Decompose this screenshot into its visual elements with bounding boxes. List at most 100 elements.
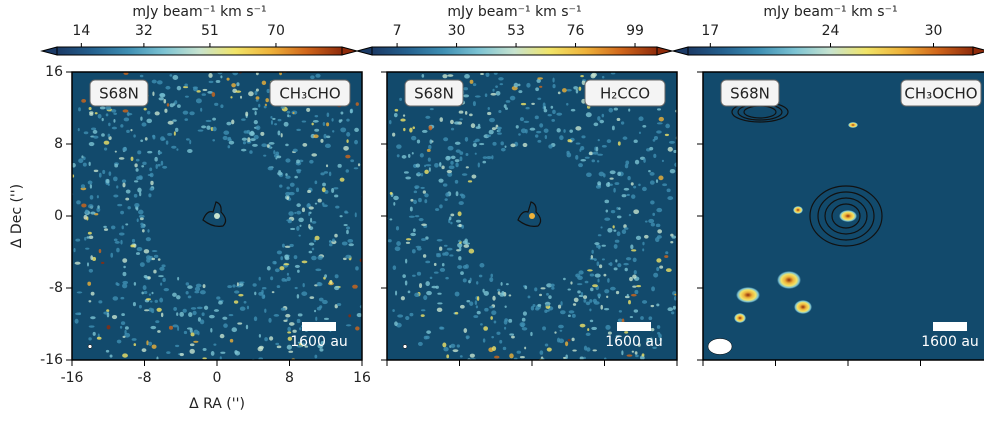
noise-speck (122, 271, 127, 277)
noise-speck (620, 121, 625, 125)
noise-speck (678, 305, 683, 308)
noise-speck (152, 91, 155, 97)
noise-speck (57, 161, 63, 164)
noise-speck (540, 287, 546, 290)
noise-speck (210, 126, 214, 132)
noise-speck (284, 254, 289, 259)
noise-speck (658, 116, 664, 122)
noise-speck (189, 139, 192, 145)
noise-speck (311, 247, 315, 251)
noise-speck (496, 126, 502, 130)
noise-speck (348, 314, 352, 318)
noise-speck (114, 163, 119, 168)
noise-speck (368, 285, 374, 288)
noise-speck (521, 317, 526, 322)
noise-speck (466, 300, 471, 303)
noise-speck (389, 218, 393, 221)
noise-speck (108, 122, 111, 127)
noise-speck (439, 117, 443, 122)
noise-speck (424, 193, 429, 198)
noise-speck (648, 316, 653, 321)
noise-speck (589, 257, 595, 261)
noise-speck (365, 305, 368, 309)
noise-speck (630, 182, 634, 186)
noise-speck (193, 329, 199, 335)
noise-speck (545, 304, 550, 307)
noise-speck (280, 133, 283, 138)
noise-speck (205, 119, 212, 123)
noise-speck (118, 232, 125, 236)
noise-speck (445, 276, 449, 280)
noise-speck (145, 298, 151, 301)
noise-speck (59, 238, 62, 240)
noise-speck (210, 67, 213, 69)
noise-speck (379, 150, 381, 152)
noise-speck (454, 159, 460, 163)
noise-speck (478, 274, 483, 278)
noise-speck (363, 259, 368, 262)
x-tick-label: 8 (285, 370, 294, 386)
noise-speck (190, 332, 195, 337)
noise-speck (636, 284, 642, 288)
noise-speck (687, 264, 691, 266)
noise-speck (544, 309, 548, 314)
noise-speck (469, 79, 474, 84)
noise-speck (428, 167, 431, 172)
noise-speck (603, 173, 606, 178)
noise-speck (498, 368, 502, 372)
noise-speck (587, 328, 590, 332)
noise-speck (159, 266, 165, 271)
noise-speck (235, 90, 242, 93)
noise-speck (509, 95, 516, 101)
noise-speck (499, 383, 501, 387)
noise-speck (411, 249, 416, 254)
noise-speck (429, 276, 433, 280)
noise-speck (597, 138, 600, 142)
noise-speck (573, 297, 579, 303)
noise-speck (620, 65, 624, 70)
noise-speck (61, 173, 63, 177)
noise-speck (589, 273, 595, 277)
noise-speck (231, 327, 238, 333)
beam (402, 344, 408, 349)
colorbar-tick-label: 99 (626, 23, 644, 39)
noise-speck (255, 72, 259, 76)
noise-speck (627, 175, 631, 181)
noise-speck (652, 346, 657, 349)
noise-speck (73, 247, 76, 253)
noise-speck (140, 116, 143, 121)
noise-speck (317, 255, 323, 260)
noise-speck (176, 295, 181, 300)
noise-speck (92, 331, 96, 336)
noise-speck (286, 276, 291, 282)
colorbar-label: mJy beam⁻¹ km s⁻¹ (447, 4, 581, 20)
noise-speck (670, 233, 674, 237)
noise-speck (222, 316, 228, 320)
noise-speck (381, 221, 386, 224)
noise-speck (243, 376, 245, 380)
noise-speck (156, 356, 159, 360)
noise-speck (326, 135, 331, 139)
noise-speck (656, 266, 660, 272)
noise-speck (543, 128, 549, 133)
y-tick-label: 16 (45, 64, 63, 80)
x-tick-label: -16 (61, 370, 84, 386)
noise-speck (454, 311, 459, 315)
noise-speck (132, 301, 136, 307)
noise-speck (163, 288, 170, 292)
noise-speck (555, 57, 559, 60)
noise-speck (367, 185, 370, 189)
y-tick-label: -8 (49, 280, 63, 296)
noise-speck (160, 312, 164, 318)
noise-speck (146, 340, 149, 346)
noise-speck (479, 263, 485, 268)
noise-speck (491, 346, 497, 351)
noise-speck (609, 177, 614, 180)
noise-speck (302, 142, 308, 147)
colorbar-label: mJy beam⁻¹ km s⁻¹ (763, 4, 897, 20)
noise-speck (147, 110, 151, 115)
noise-speck (475, 56, 479, 60)
noise-speck (632, 257, 637, 263)
noise-speck (567, 139, 572, 143)
noise-speck (346, 132, 351, 137)
